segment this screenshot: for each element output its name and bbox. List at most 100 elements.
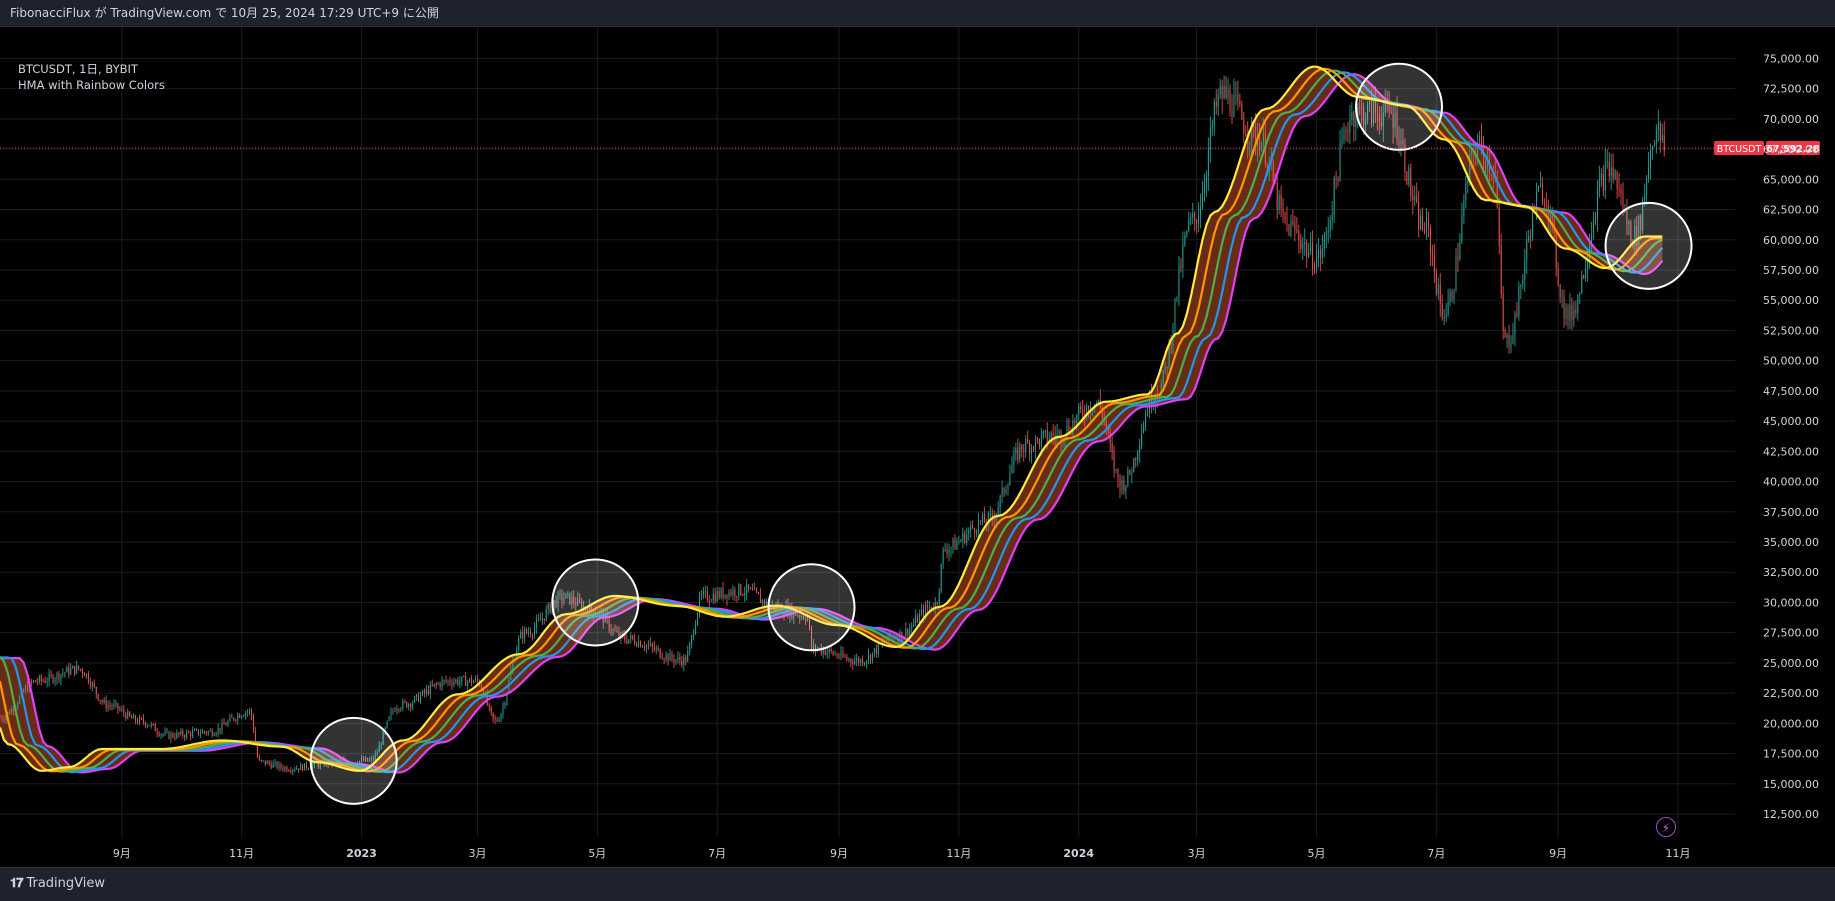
candle-body xyxy=(1634,225,1636,247)
candle-body xyxy=(720,588,722,598)
candle-body xyxy=(759,594,761,604)
candle-body xyxy=(954,539,956,550)
highlight-circles xyxy=(309,62,1693,805)
candle-body xyxy=(1145,415,1147,426)
candle-body xyxy=(972,525,974,529)
candle-body xyxy=(64,672,66,674)
candle-body xyxy=(1463,200,1465,217)
candle-body xyxy=(1225,86,1227,98)
candle-body xyxy=(113,703,115,707)
candle-body xyxy=(905,628,907,637)
indicator-title[interactable]: HMA with Rainbow Colors xyxy=(18,78,165,92)
y-tick-label: 42,500.00 xyxy=(1763,445,1819,458)
candle-body xyxy=(1233,95,1235,117)
candle-body xyxy=(131,715,133,719)
candle-body xyxy=(673,658,675,663)
highlight-circle xyxy=(1604,201,1693,290)
candle-body xyxy=(1477,144,1479,157)
candle-body xyxy=(46,681,48,683)
candle-body xyxy=(569,592,571,605)
candle-body xyxy=(1543,203,1545,205)
candle-body xyxy=(199,733,201,735)
candle-body xyxy=(763,599,765,606)
candle-body xyxy=(1602,173,1604,191)
candle-body xyxy=(1052,433,1054,436)
candle-body xyxy=(799,615,801,618)
candle-body xyxy=(1384,98,1386,113)
candle-body xyxy=(1471,149,1473,155)
x-tick-label: 3月 xyxy=(1188,847,1206,860)
candle-body xyxy=(1088,405,1090,414)
y-tick-label: 15,000.00 xyxy=(1763,778,1819,791)
candle-body xyxy=(1512,334,1514,343)
candle-body xyxy=(453,682,455,686)
candle-body xyxy=(296,768,298,770)
chart-area[interactable]: BTCUSDT 67,592.28 12,500.00 15,000.00 17,50… xyxy=(0,26,1835,868)
candle-body xyxy=(111,705,113,707)
candle-body xyxy=(1402,140,1404,144)
candle-body xyxy=(412,702,414,707)
candle-body xyxy=(1013,453,1015,466)
candle-body xyxy=(142,718,144,723)
candle-body xyxy=(577,598,579,606)
candle-body xyxy=(1215,102,1217,107)
candle-body xyxy=(1137,452,1139,461)
candle-body xyxy=(152,723,154,725)
candle-body xyxy=(926,605,928,608)
candle-body xyxy=(1372,101,1374,124)
candle-body xyxy=(223,722,225,725)
candle-body xyxy=(1127,470,1129,486)
candle-body xyxy=(1394,111,1396,128)
candle-body xyxy=(1249,142,1251,144)
candle-body xyxy=(677,657,679,660)
candle-body xyxy=(1029,442,1031,455)
candle-body xyxy=(1549,210,1551,220)
price-chart[interactable]: BTCUSDT 67,592.28 12,500.00 15,000.00 17,50… xyxy=(0,27,1835,867)
candle-body xyxy=(1036,437,1038,440)
candle-body xyxy=(364,757,366,761)
candle-body xyxy=(363,758,365,761)
candle-body xyxy=(1074,420,1076,424)
candle-body xyxy=(74,666,76,674)
candle-body xyxy=(769,606,771,608)
candle-body xyxy=(388,716,390,721)
candle-body xyxy=(1457,256,1459,260)
candle-body xyxy=(697,613,699,625)
candle-body xyxy=(1251,121,1253,143)
bolt-icon[interactable]: ⚡ xyxy=(1656,817,1676,837)
candle-body xyxy=(1583,275,1585,279)
candle-body xyxy=(1439,284,1441,305)
candle-body xyxy=(573,596,575,603)
candle-body xyxy=(262,760,264,762)
candle-body xyxy=(1359,106,1361,108)
tradingview-brand[interactable]: 𝟏𝟕 TradingView xyxy=(10,876,105,891)
candle-body xyxy=(392,710,394,712)
candle-body xyxy=(1644,195,1646,201)
candle-body xyxy=(1194,213,1196,221)
candle-body xyxy=(427,689,429,695)
candle-body xyxy=(797,615,799,617)
candle-body xyxy=(252,716,254,731)
candle-body xyxy=(818,647,820,649)
x-tick-label: 11月 xyxy=(946,847,971,860)
candle-body xyxy=(1339,143,1341,181)
candle-body xyxy=(541,618,543,621)
candle-body xyxy=(1567,307,1569,321)
candle-body xyxy=(779,606,781,611)
candle-body xyxy=(981,514,983,522)
candle-body xyxy=(1459,241,1461,260)
candle-body xyxy=(211,730,213,736)
candle-body xyxy=(378,745,380,753)
candle-body xyxy=(915,615,917,624)
candle-body xyxy=(545,609,547,621)
candle-body xyxy=(1465,183,1467,201)
candle-body xyxy=(1453,290,1455,300)
candle-body xyxy=(1192,213,1194,218)
candle-body xyxy=(1547,205,1549,220)
candle-body xyxy=(1123,479,1125,492)
candle-body xyxy=(938,591,940,604)
candle-body xyxy=(665,654,667,660)
candle-body xyxy=(785,605,787,616)
candle-body xyxy=(237,714,239,721)
candle-body xyxy=(830,649,832,652)
